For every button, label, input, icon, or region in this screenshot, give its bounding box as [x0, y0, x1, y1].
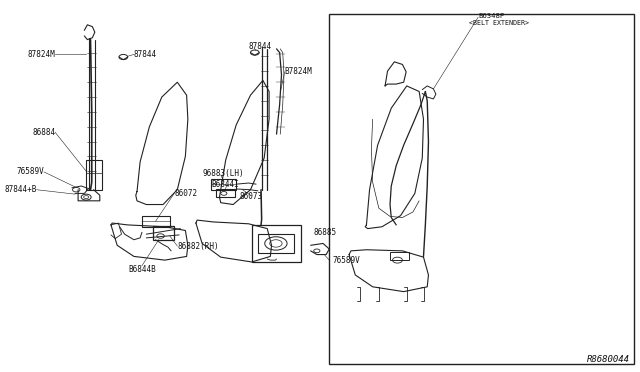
Text: <BELT EXTENDER>: <BELT EXTENDER> [468, 20, 529, 26]
Text: B6844B: B6844B [128, 265, 156, 274]
Text: 86884: 86884 [32, 128, 55, 137]
Text: B6348P: B6348P [478, 13, 504, 19]
Text: 76589V: 76589V [332, 256, 360, 265]
Bar [258, 234, 294, 253]
Bar [390, 252, 408, 260]
Bar [152, 226, 174, 240]
Text: 96883(LH): 96883(LH) [202, 169, 244, 177]
Text: 86072: 86072 [174, 189, 197, 198]
Text: 87844: 87844 [248, 42, 272, 51]
Text: 86885: 86885 [314, 228, 337, 237]
Text: 76589V: 76589V [16, 167, 44, 176]
Bar [252, 225, 301, 262]
Bar [86, 160, 102, 190]
Text: B7824M: B7824M [285, 67, 312, 76]
Text: B6844I: B6844I [211, 180, 239, 189]
Bar [142, 216, 170, 227]
Text: 86882(RH): 86882(RH) [177, 241, 219, 250]
Bar [211, 179, 236, 190]
Bar [216, 189, 235, 197]
Text: 87844+B: 87844+B [4, 185, 36, 194]
Text: R8680044: R8680044 [587, 355, 630, 364]
Text: 86073: 86073 [239, 192, 262, 201]
Text: 87824M: 87824M [28, 50, 55, 59]
Text: 87844: 87844 [134, 50, 157, 59]
Bar [329, 14, 634, 364]
